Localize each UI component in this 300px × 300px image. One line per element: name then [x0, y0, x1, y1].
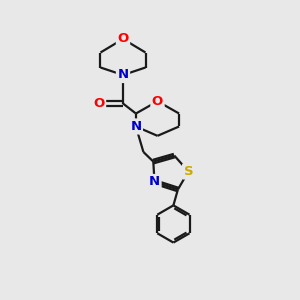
Text: S: S [184, 165, 193, 178]
Text: O: O [117, 32, 129, 46]
Text: O: O [152, 95, 163, 108]
Text: N: N [130, 120, 142, 133]
Text: N: N [117, 68, 129, 82]
Text: N: N [149, 176, 160, 188]
Text: O: O [93, 97, 105, 110]
